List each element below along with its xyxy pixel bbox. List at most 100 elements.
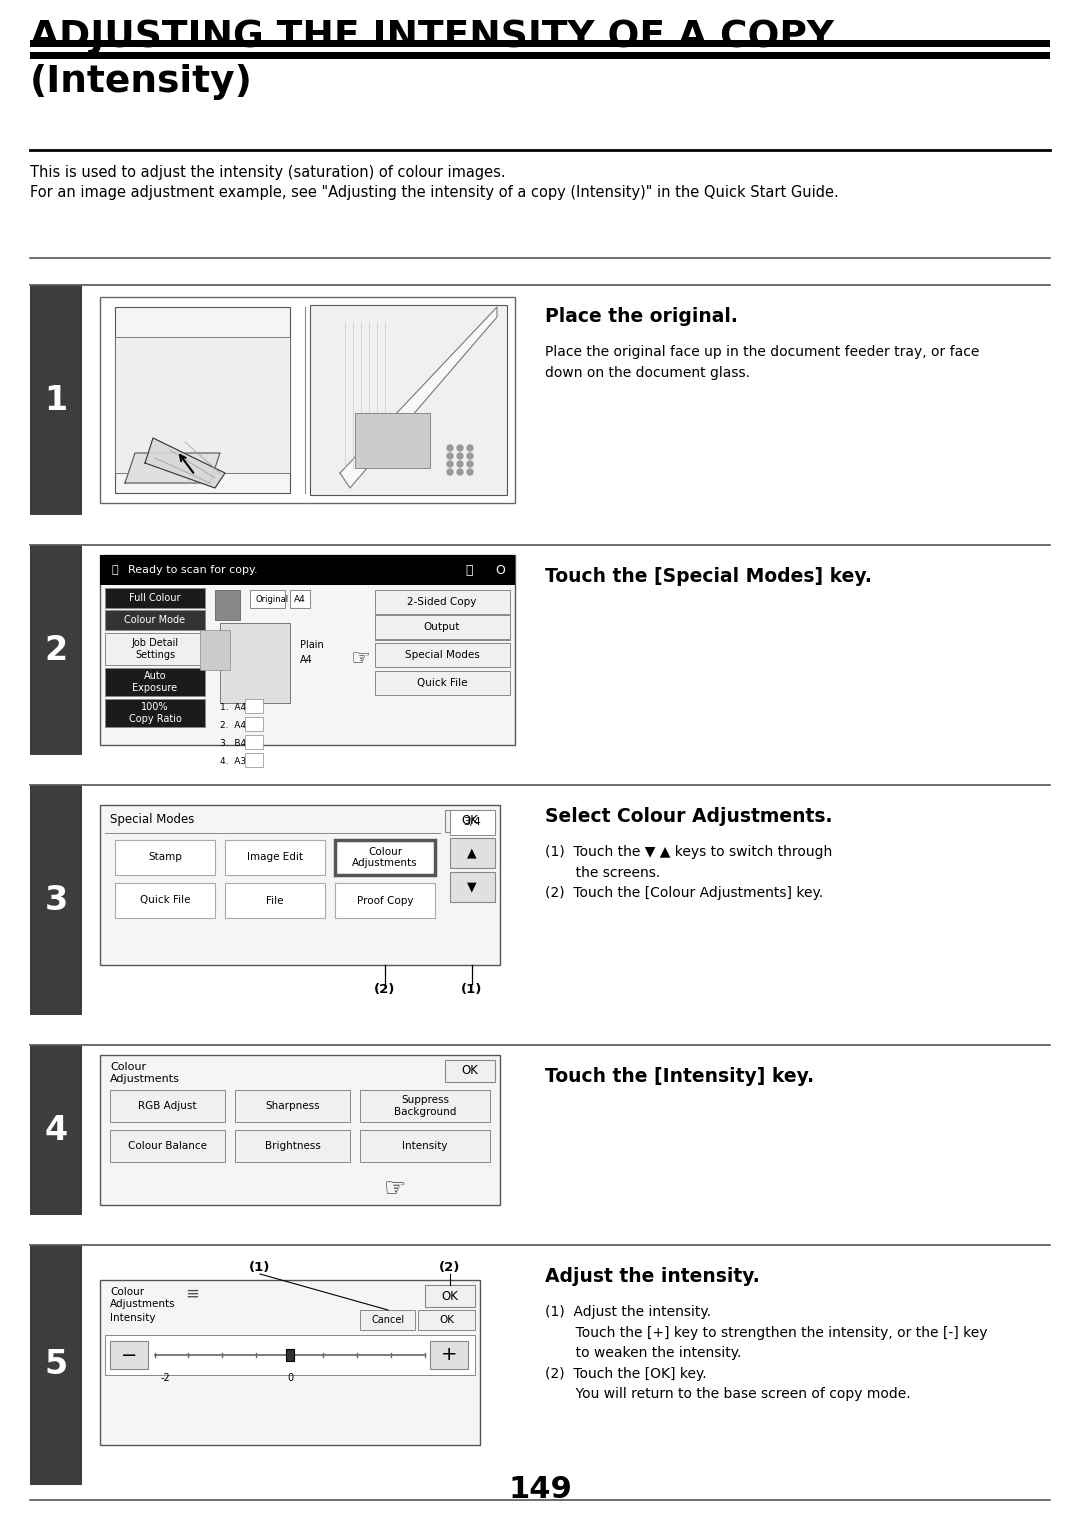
- Bar: [225, 883, 325, 918]
- Bar: [245, 698, 264, 714]
- Bar: [110, 1089, 225, 1122]
- Text: 2: 2: [44, 634, 68, 666]
- Text: Adjustments: Adjustments: [110, 1074, 180, 1083]
- Text: 0: 0: [287, 1374, 293, 1383]
- Text: Place the original face up in the document feeder tray, or face
down on the docu: Place the original face up in the docume…: [545, 345, 980, 379]
- Bar: [360, 1131, 490, 1161]
- Text: Special Modes: Special Modes: [110, 813, 194, 825]
- Text: 4: 4: [44, 1114, 68, 1146]
- Text: Select Colour Adjustments.: Select Colour Adjustments.: [545, 807, 833, 827]
- Text: Quick File: Quick File: [417, 678, 468, 688]
- Circle shape: [457, 461, 463, 468]
- Bar: [355, 413, 430, 468]
- Bar: [30, 40, 1050, 47]
- Text: ⎘: ⎘: [465, 564, 473, 576]
- Bar: [360, 1089, 490, 1122]
- Text: Colour
Adjustments: Colour Adjustments: [352, 847, 418, 868]
- Text: Image Edit: Image Edit: [247, 853, 303, 862]
- Bar: [225, 840, 325, 876]
- Bar: [450, 837, 495, 868]
- Bar: [30, 1045, 82, 1215]
- Bar: [335, 840, 435, 876]
- Circle shape: [467, 461, 473, 468]
- Bar: [105, 698, 205, 727]
- Bar: [310, 306, 507, 495]
- Text: (1): (1): [249, 1262, 271, 1274]
- Text: 149: 149: [508, 1476, 572, 1505]
- Text: Quick File: Quick File: [139, 895, 190, 906]
- Text: A4: A4: [300, 656, 313, 665]
- Bar: [100, 555, 515, 746]
- Text: Job Detail
Settings: Job Detail Settings: [132, 639, 178, 660]
- Text: 1: 1: [44, 384, 68, 417]
- Text: Place the original.: Place the original.: [545, 307, 738, 325]
- Text: Ready to scan for copy.: Ready to scan for copy.: [129, 565, 258, 575]
- Text: Suppress
Background: Suppress Background: [394, 1096, 456, 1117]
- Circle shape: [447, 452, 453, 458]
- Bar: [220, 623, 291, 703]
- Text: -2: -2: [160, 1374, 170, 1383]
- Bar: [30, 286, 82, 515]
- Text: ⎘: ⎘: [112, 565, 119, 575]
- Text: RGB Adjust: RGB Adjust: [138, 1102, 197, 1111]
- Bar: [114, 307, 291, 494]
- Bar: [105, 610, 205, 630]
- Text: (Intensity): (Intensity): [30, 64, 253, 99]
- Text: Adjustments: Adjustments: [110, 1299, 176, 1309]
- Circle shape: [447, 445, 453, 451]
- Text: 3.  B4: 3. B4: [220, 738, 246, 747]
- Bar: [235, 1131, 350, 1161]
- Bar: [82, 785, 1050, 1015]
- Text: +: +: [441, 1346, 457, 1365]
- Text: 100%
Copy Ratio: 100% Copy Ratio: [129, 703, 181, 724]
- Text: Intensity: Intensity: [402, 1141, 448, 1151]
- Text: ☞: ☞: [350, 649, 370, 669]
- Bar: [245, 753, 264, 767]
- Polygon shape: [125, 452, 220, 483]
- Text: OK: OK: [440, 1316, 455, 1325]
- Circle shape: [467, 452, 473, 458]
- Circle shape: [447, 469, 453, 475]
- Text: Touch the [Special Modes] key.: Touch the [Special Modes] key.: [545, 567, 872, 587]
- Text: (1): (1): [461, 984, 483, 996]
- Text: Proof Copy: Proof Copy: [356, 895, 414, 906]
- Text: Full Colour: Full Colour: [130, 593, 180, 604]
- Bar: [291, 590, 310, 608]
- Text: For an image adjustment example, see "Adjusting the intensity of a copy (Intensi: For an image adjustment example, see "Ad…: [30, 185, 839, 200]
- Bar: [30, 1245, 82, 1485]
- Text: A4: A4: [294, 594, 306, 604]
- Text: Special Modes: Special Modes: [405, 649, 480, 660]
- Circle shape: [467, 445, 473, 451]
- Text: Intensity: Intensity: [110, 1313, 156, 1323]
- Circle shape: [457, 469, 463, 475]
- Bar: [114, 883, 215, 918]
- Bar: [426, 1285, 475, 1306]
- Bar: [100, 555, 515, 585]
- Bar: [110, 1342, 148, 1369]
- Bar: [110, 1131, 225, 1161]
- Text: ☞: ☞: [383, 1177, 406, 1201]
- Text: Auto
Exposure: Auto Exposure: [133, 671, 177, 692]
- Bar: [100, 296, 515, 503]
- Polygon shape: [145, 439, 225, 487]
- Text: Touch the [Intensity] key.: Touch the [Intensity] key.: [545, 1067, 814, 1086]
- Text: Colour: Colour: [110, 1062, 146, 1073]
- Text: Colour Mode: Colour Mode: [124, 614, 186, 625]
- Text: Original: Original: [255, 594, 288, 604]
- Circle shape: [457, 452, 463, 458]
- Bar: [375, 614, 510, 639]
- Bar: [82, 545, 1050, 755]
- Text: Adjust the intensity.: Adjust the intensity.: [545, 1267, 759, 1287]
- Text: Output: Output: [423, 622, 460, 633]
- Text: ▲: ▲: [468, 847, 476, 859]
- Bar: [105, 588, 205, 608]
- Bar: [430, 1342, 468, 1369]
- Bar: [450, 810, 495, 834]
- Text: (2): (2): [440, 1262, 461, 1274]
- Bar: [114, 840, 215, 876]
- Circle shape: [457, 445, 463, 451]
- Bar: [30, 52, 1050, 60]
- Bar: [114, 338, 291, 474]
- Bar: [82, 1245, 1050, 1485]
- Bar: [30, 545, 82, 755]
